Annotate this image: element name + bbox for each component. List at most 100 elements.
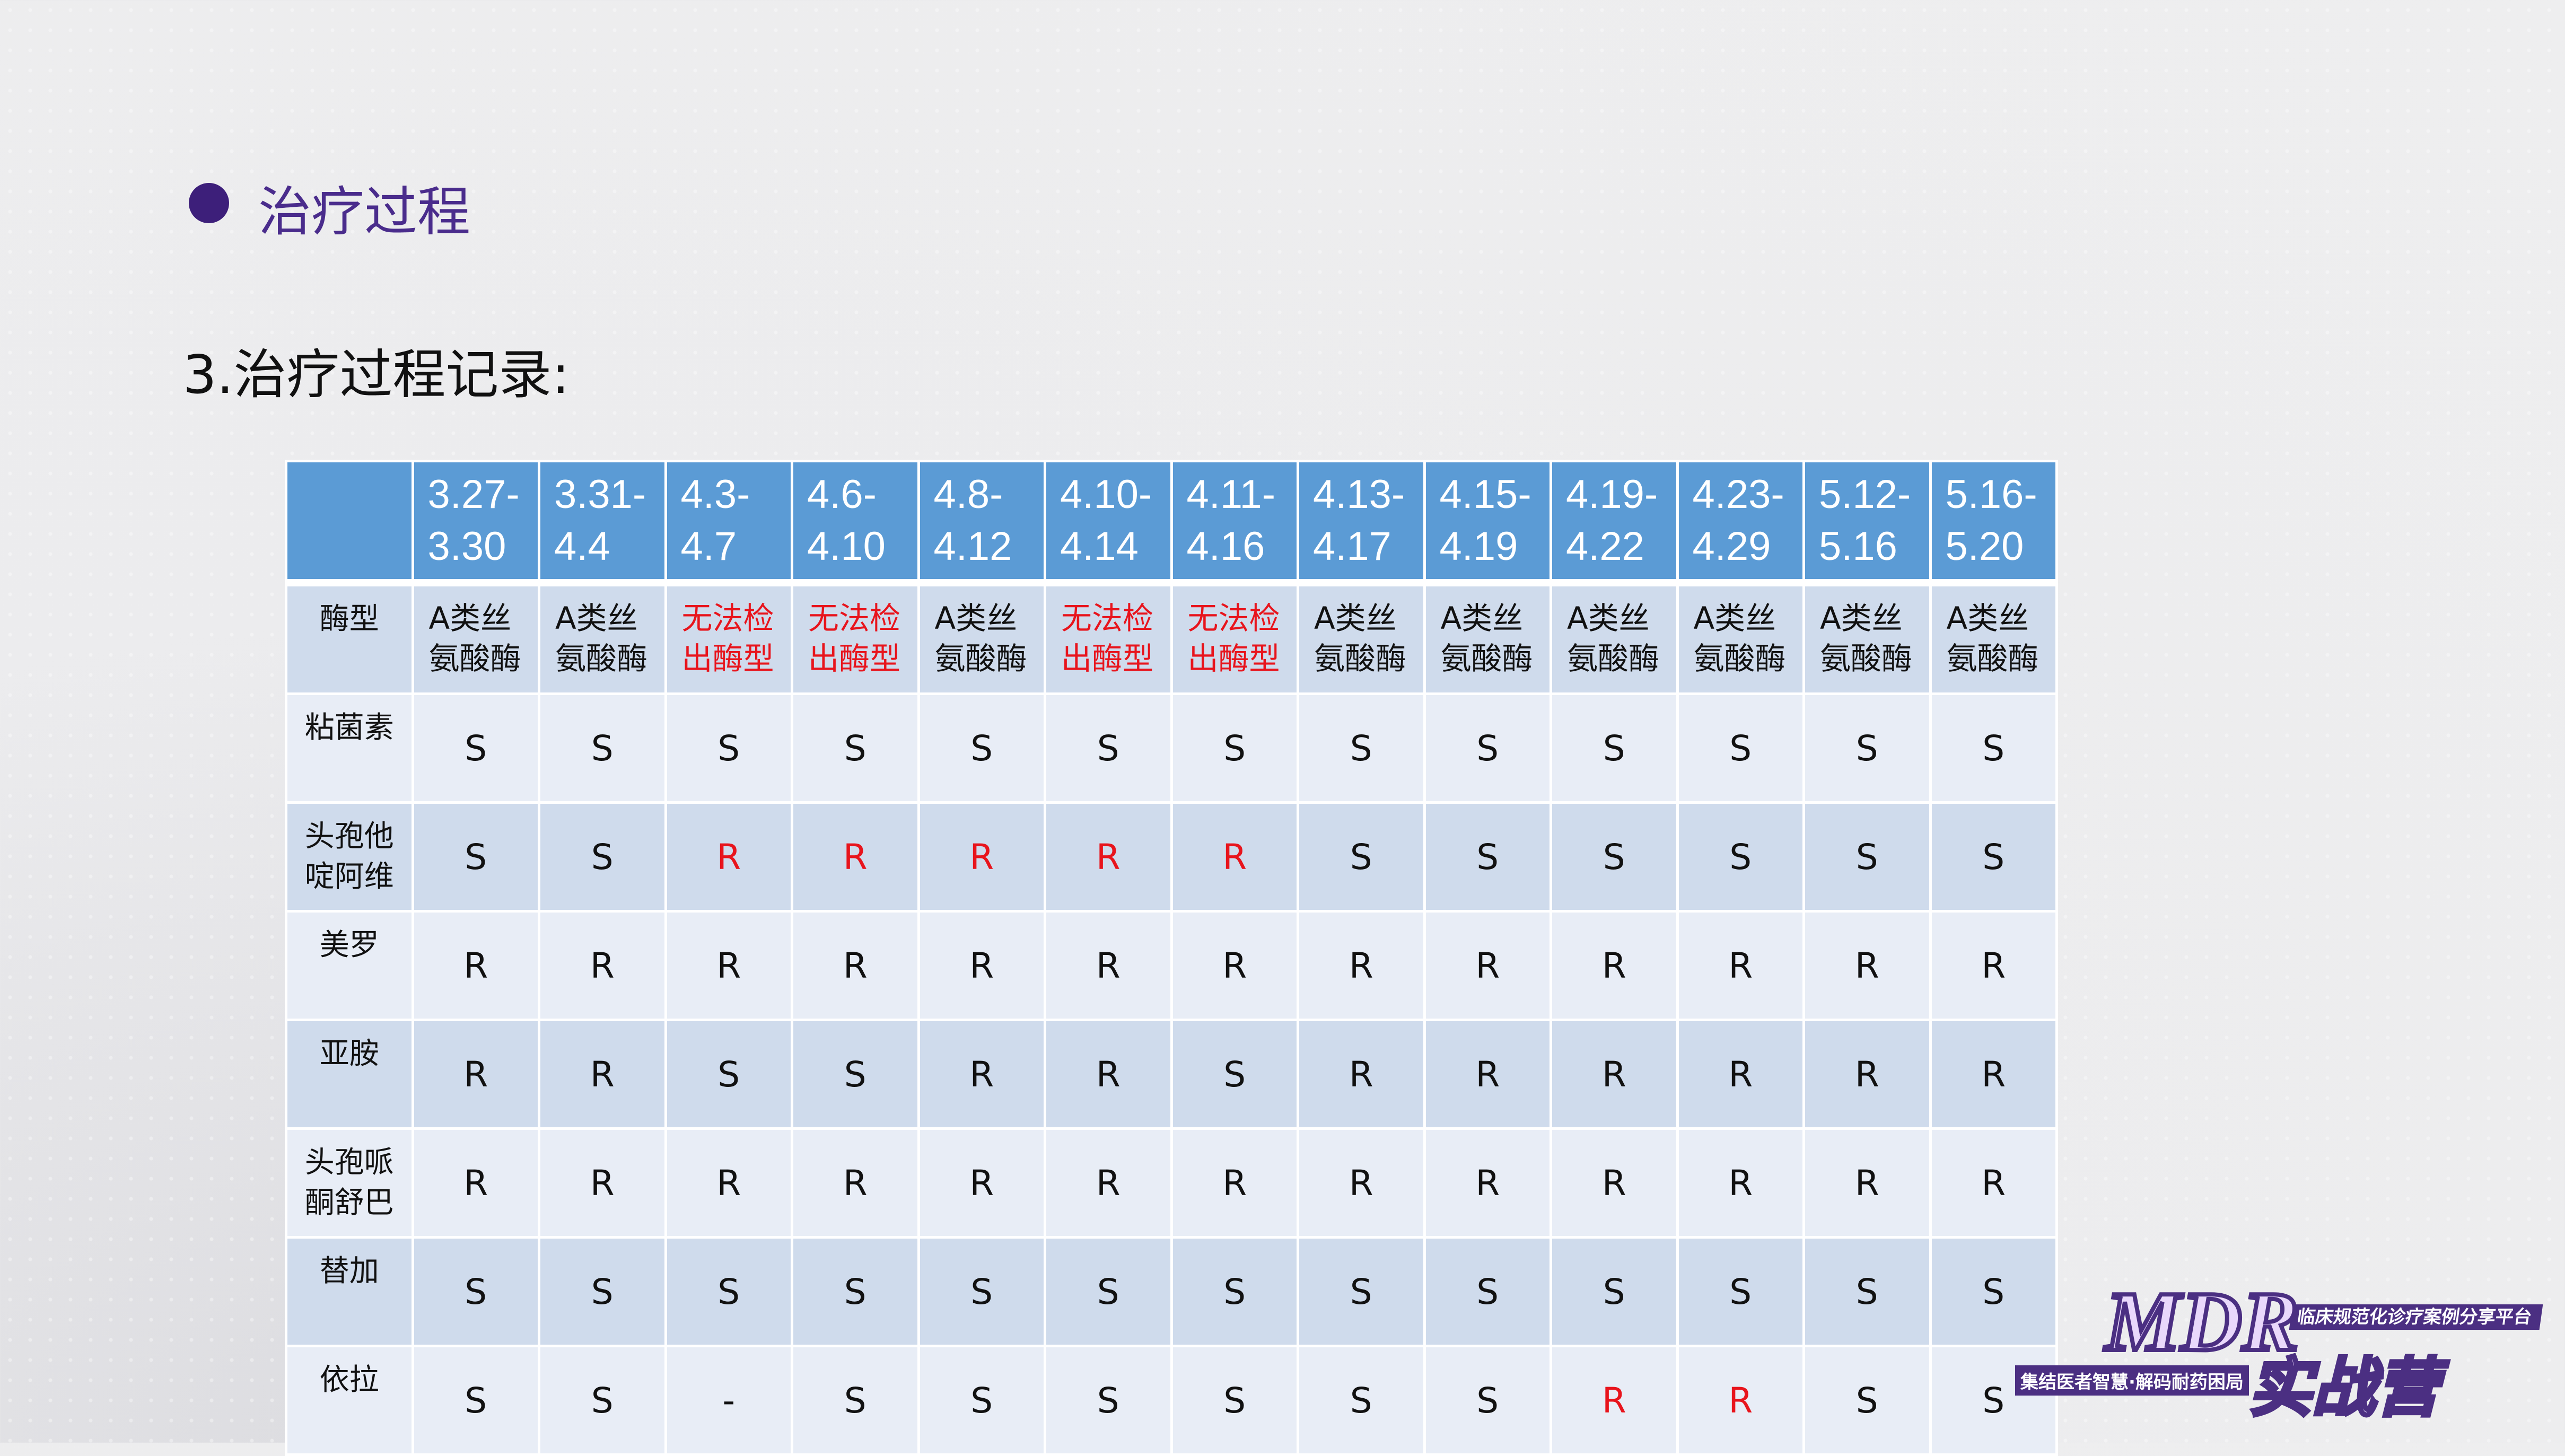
susceptibility-cell-line: R [843,1162,868,1204]
susceptibility-cell: S [791,1019,920,1130]
susceptibility-cell-line: R [1601,945,1626,986]
susceptibility-cell-line: S [1476,727,1499,769]
enzyme-cell-line: 无法检 [1187,600,1280,636]
susceptibility-cell: S [1297,801,1426,913]
susceptibility-cell-line: S [844,727,866,769]
susceptibility-cell-line: R [463,945,488,986]
column-header: 4.8- 4.12 [917,460,1046,586]
susceptibility-cell: R [917,801,1046,913]
enzyme-cell: A类丝 氨酸酶 [1676,581,1805,695]
enzyme-cell: A类丝 氨酸酶 [1549,581,1679,695]
susceptibility-cell: S [411,692,540,804]
enzyme-cell-line: 出酶型 [808,641,901,677]
susceptibility-cell: R [1549,1019,1679,1130]
column-header: 4.23- 4.29 [1676,460,1805,586]
susceptibility-cell-line: S [591,836,614,878]
column-header: 4.6- 4.10 [791,460,920,586]
susceptibility-cell-line: S [844,1054,866,1095]
susceptibility-cell: S [1929,801,2058,913]
susceptibility-cell: R [1929,910,2058,1021]
susceptibility-cell-line: R [1475,945,1500,986]
logo-camp: 实战营 [2247,1350,2441,1427]
susceptibility-cell-line: S [1982,1380,2005,1421]
enzyme-cell-line: 无法检 [1061,600,1154,636]
susceptibility-cell: S [1297,1345,1426,1456]
susceptibility-cell: R [917,1019,1046,1130]
susceptibility-cell-line: R [969,945,994,986]
susceptibility-cell: R [1297,910,1426,1021]
enzyme-cell-line: A类丝 [555,600,638,636]
susceptibility-cell-line: R [1981,1162,2006,1204]
logo-mdr: MDR [2103,1272,2301,1371]
susceptibility-cell-line: R [843,836,868,878]
susceptibility-cell: R [1297,1019,1426,1130]
susceptibility-cell: R [1549,1127,1679,1239]
susceptibility-cell-line: S [1476,1380,1499,1421]
susceptibility-cell: R [1676,1345,1805,1456]
enzyme-cell-line: 无法检 [808,600,901,636]
susceptibility-cell-line: R [969,836,994,878]
susceptibility-cell-line: R [1222,836,1247,878]
susceptibility-cell-line: R [1096,1054,1120,1095]
susceptibility-cell-line: S [1350,1271,1372,1312]
susceptibility-cell-line: - [722,1380,736,1421]
susceptibility-cell: S [1044,1345,1173,1456]
susceptibility-cell: - [664,1345,793,1456]
susceptibility-cell: S [1676,692,1805,804]
column-header-line: 5.20 [1945,524,2024,569]
column-header-line: 4.13- [1313,472,1405,517]
column-header: 3.31- 4.4 [538,460,667,586]
susceptibility-cell: S [1929,1345,2058,1456]
susceptibility-cell-line: R [1601,1380,1626,1421]
susceptibility-cell: R [1676,1127,1805,1239]
susceptibility-cell-line: R [1222,1162,1247,1204]
enzyme-cell-line: 无法检 [681,600,774,636]
susceptibility-cell: R [791,910,920,1021]
susceptibility-cell-line: S [1350,836,1372,878]
susceptibility-cell-line: S [1097,727,1119,769]
susceptibility-cell-line: S [1982,1271,2005,1312]
susceptibility-cell: R [664,801,793,913]
susceptibility-cell-line: R [1854,1054,1879,1095]
susceptibility-cell: R [1676,910,1805,1021]
column-header-line: 4.8- [933,472,1003,517]
enzyme-cell-line: 氨酸酶 [1314,641,1407,677]
susceptibility-cell-line: R [1601,1054,1626,1095]
row-label: 头孢他 啶阿维 [285,801,414,913]
enzyme-cell-line: A类丝 [428,600,512,636]
susceptibility-cell-line: R [716,1162,741,1204]
column-header: 5.12- 5.16 [1802,460,1932,586]
susceptibility-cell-line: S [970,727,993,769]
enzyme-cell-line: A类丝 [934,600,1018,636]
column-header-line: 4.17 [1313,524,1391,569]
susceptibility-cell-line: R [1475,1054,1500,1095]
column-header-line: 4.29 [1692,524,1771,569]
susceptibility-cell: R [1044,1019,1173,1130]
column-header-line: 4.19 [1439,524,1518,569]
column-header-line: 3.30 [427,524,506,569]
susceptibility-cell: S [1929,692,2058,804]
susceptibility-cell: S [411,801,540,913]
susceptibility-cell-line: S [591,1271,614,1312]
susceptibility-cell: R [1802,1127,1932,1239]
table-row: 美罗 R R R R R R R R R R R R R [285,910,2058,1021]
susceptibility-cell: R [411,1019,540,1130]
susceptibility-cell-line: S [1097,1271,1119,1312]
enzyme-row: 酶型 A类丝 氨酸酶 A类丝 氨酸酶 无法检 出酶型 无法检 出酶型 A类丝 氨酸酶 无法检 出酶型 无法… [285,581,2058,695]
susceptibility-cell: S [1549,801,1679,913]
enzyme-cell-line: 出酶型 [1061,641,1154,677]
susceptibility-cell: S [1170,1019,1299,1130]
enzyme-cell-line: 氨酸酶 [555,641,648,677]
susceptibility-cell: S [1929,1236,2058,1347]
susceptibility-cell: S [1549,692,1679,804]
bullet-icon [189,183,229,223]
susceptibility-cell: R [1297,1127,1426,1239]
susceptibility-cell-line: S [1476,1271,1499,1312]
susceptibility-cell: S [791,1345,920,1456]
susceptibility-cell: S [1044,692,1173,804]
enzyme-cell: 无法检 出酶型 [791,581,920,695]
susceptibility-cell-line: R [1981,1054,2006,1095]
susceptibility-cell: R [1802,910,1932,1021]
susceptibility-cell: R [664,910,793,1021]
column-header: 4.10- 4.14 [1044,460,1173,586]
